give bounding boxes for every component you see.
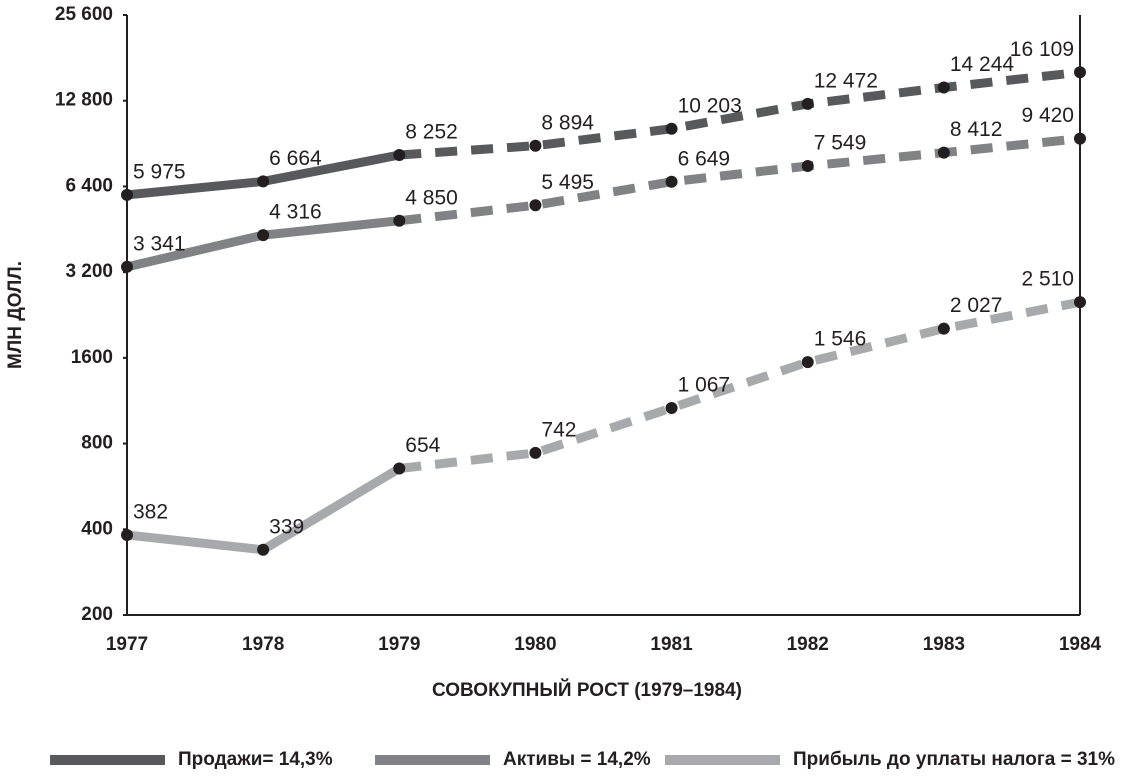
data-label: 382	[133, 501, 168, 524]
x-tick-label: 1979	[378, 634, 420, 655]
y-tick-label: 25 600	[55, 4, 113, 25]
point	[665, 401, 678, 414]
x-tick-label: 1984	[1059, 634, 1102, 655]
point	[1074, 296, 1086, 309]
x-axis-label: СОВОКУПНЫЙ РОСТ (1979–1984)	[432, 679, 742, 701]
y-tick-label: 1600	[71, 347, 113, 368]
point	[257, 543, 270, 556]
data-label: 5 495	[541, 171, 594, 194]
point	[665, 122, 678, 135]
x-tick-label: 1981	[650, 634, 693, 655]
data-label: 14 244	[950, 53, 1015, 76]
y-tick-label: 800	[81, 433, 113, 454]
x-tick-label: 1982	[787, 634, 829, 655]
frame	[126, 15, 1081, 616]
data-label: 12 472	[814, 69, 878, 92]
data-label: 654	[405, 434, 440, 457]
point	[937, 322, 950, 335]
data-label: 10 203	[678, 94, 742, 117]
y-tick-label: 6 400	[65, 175, 113, 196]
data-label: 8 894	[541, 111, 594, 134]
data-label: 3 341	[133, 232, 186, 255]
point	[257, 175, 270, 188]
y-tick-label: 200	[81, 604, 113, 625]
point	[529, 446, 542, 459]
point	[393, 462, 406, 475]
legend-label: Продажи= 14,3%	[178, 749, 333, 770]
point	[121, 528, 133, 541]
x-tick-label: 1983	[923, 634, 965, 655]
point	[1074, 66, 1086, 79]
line-projected	[398, 67, 1081, 160]
y-tick-label: 3 200	[65, 261, 113, 282]
data-label: 6 664	[269, 147, 322, 170]
data-label: 5 975	[133, 160, 186, 183]
point	[529, 139, 542, 152]
y-tick-label: 12 800	[55, 90, 113, 111]
legend-label: Активы = 14,2%	[503, 749, 651, 770]
point	[665, 175, 678, 188]
point	[1074, 132, 1086, 145]
data-label: 339	[269, 515, 304, 538]
data-label: 2 027	[950, 294, 1003, 317]
data-label: 1 067	[678, 374, 731, 397]
point	[121, 260, 133, 273]
x-tick-label: 1978	[242, 634, 284, 655]
data-label: 9 420	[1021, 104, 1074, 127]
x-tick-label: 1980	[514, 634, 556, 655]
point	[529, 199, 542, 212]
line-projected	[398, 297, 1081, 473]
data-label: 8 412	[950, 118, 1003, 141]
data-label: 7 549	[814, 132, 867, 155]
y-tick-label: 400	[81, 518, 113, 539]
y-axis-label: МЛН ДОЛЛ.	[5, 261, 26, 369]
point	[937, 146, 950, 159]
data-label: 742	[541, 418, 576, 441]
point	[257, 229, 270, 242]
data-label: 4 850	[405, 186, 458, 209]
legend-label: Прибыль до уплаты налога = 31%	[793, 749, 1115, 770]
data-label: 1 546	[814, 328, 867, 351]
point	[937, 81, 950, 94]
point	[801, 356, 814, 369]
point	[393, 214, 406, 227]
data-label: 8 252	[405, 121, 458, 144]
x-tick-label: 1977	[106, 634, 148, 655]
point	[393, 148, 406, 161]
point	[801, 97, 814, 110]
data-label: 16 109	[1010, 38, 1074, 61]
data-label: 6 649	[678, 147, 731, 170]
line-projected	[398, 134, 1081, 226]
data-label: 2 510	[1021, 268, 1074, 291]
data-label: 4 316	[269, 201, 322, 224]
point	[801, 160, 814, 173]
point	[121, 188, 133, 201]
